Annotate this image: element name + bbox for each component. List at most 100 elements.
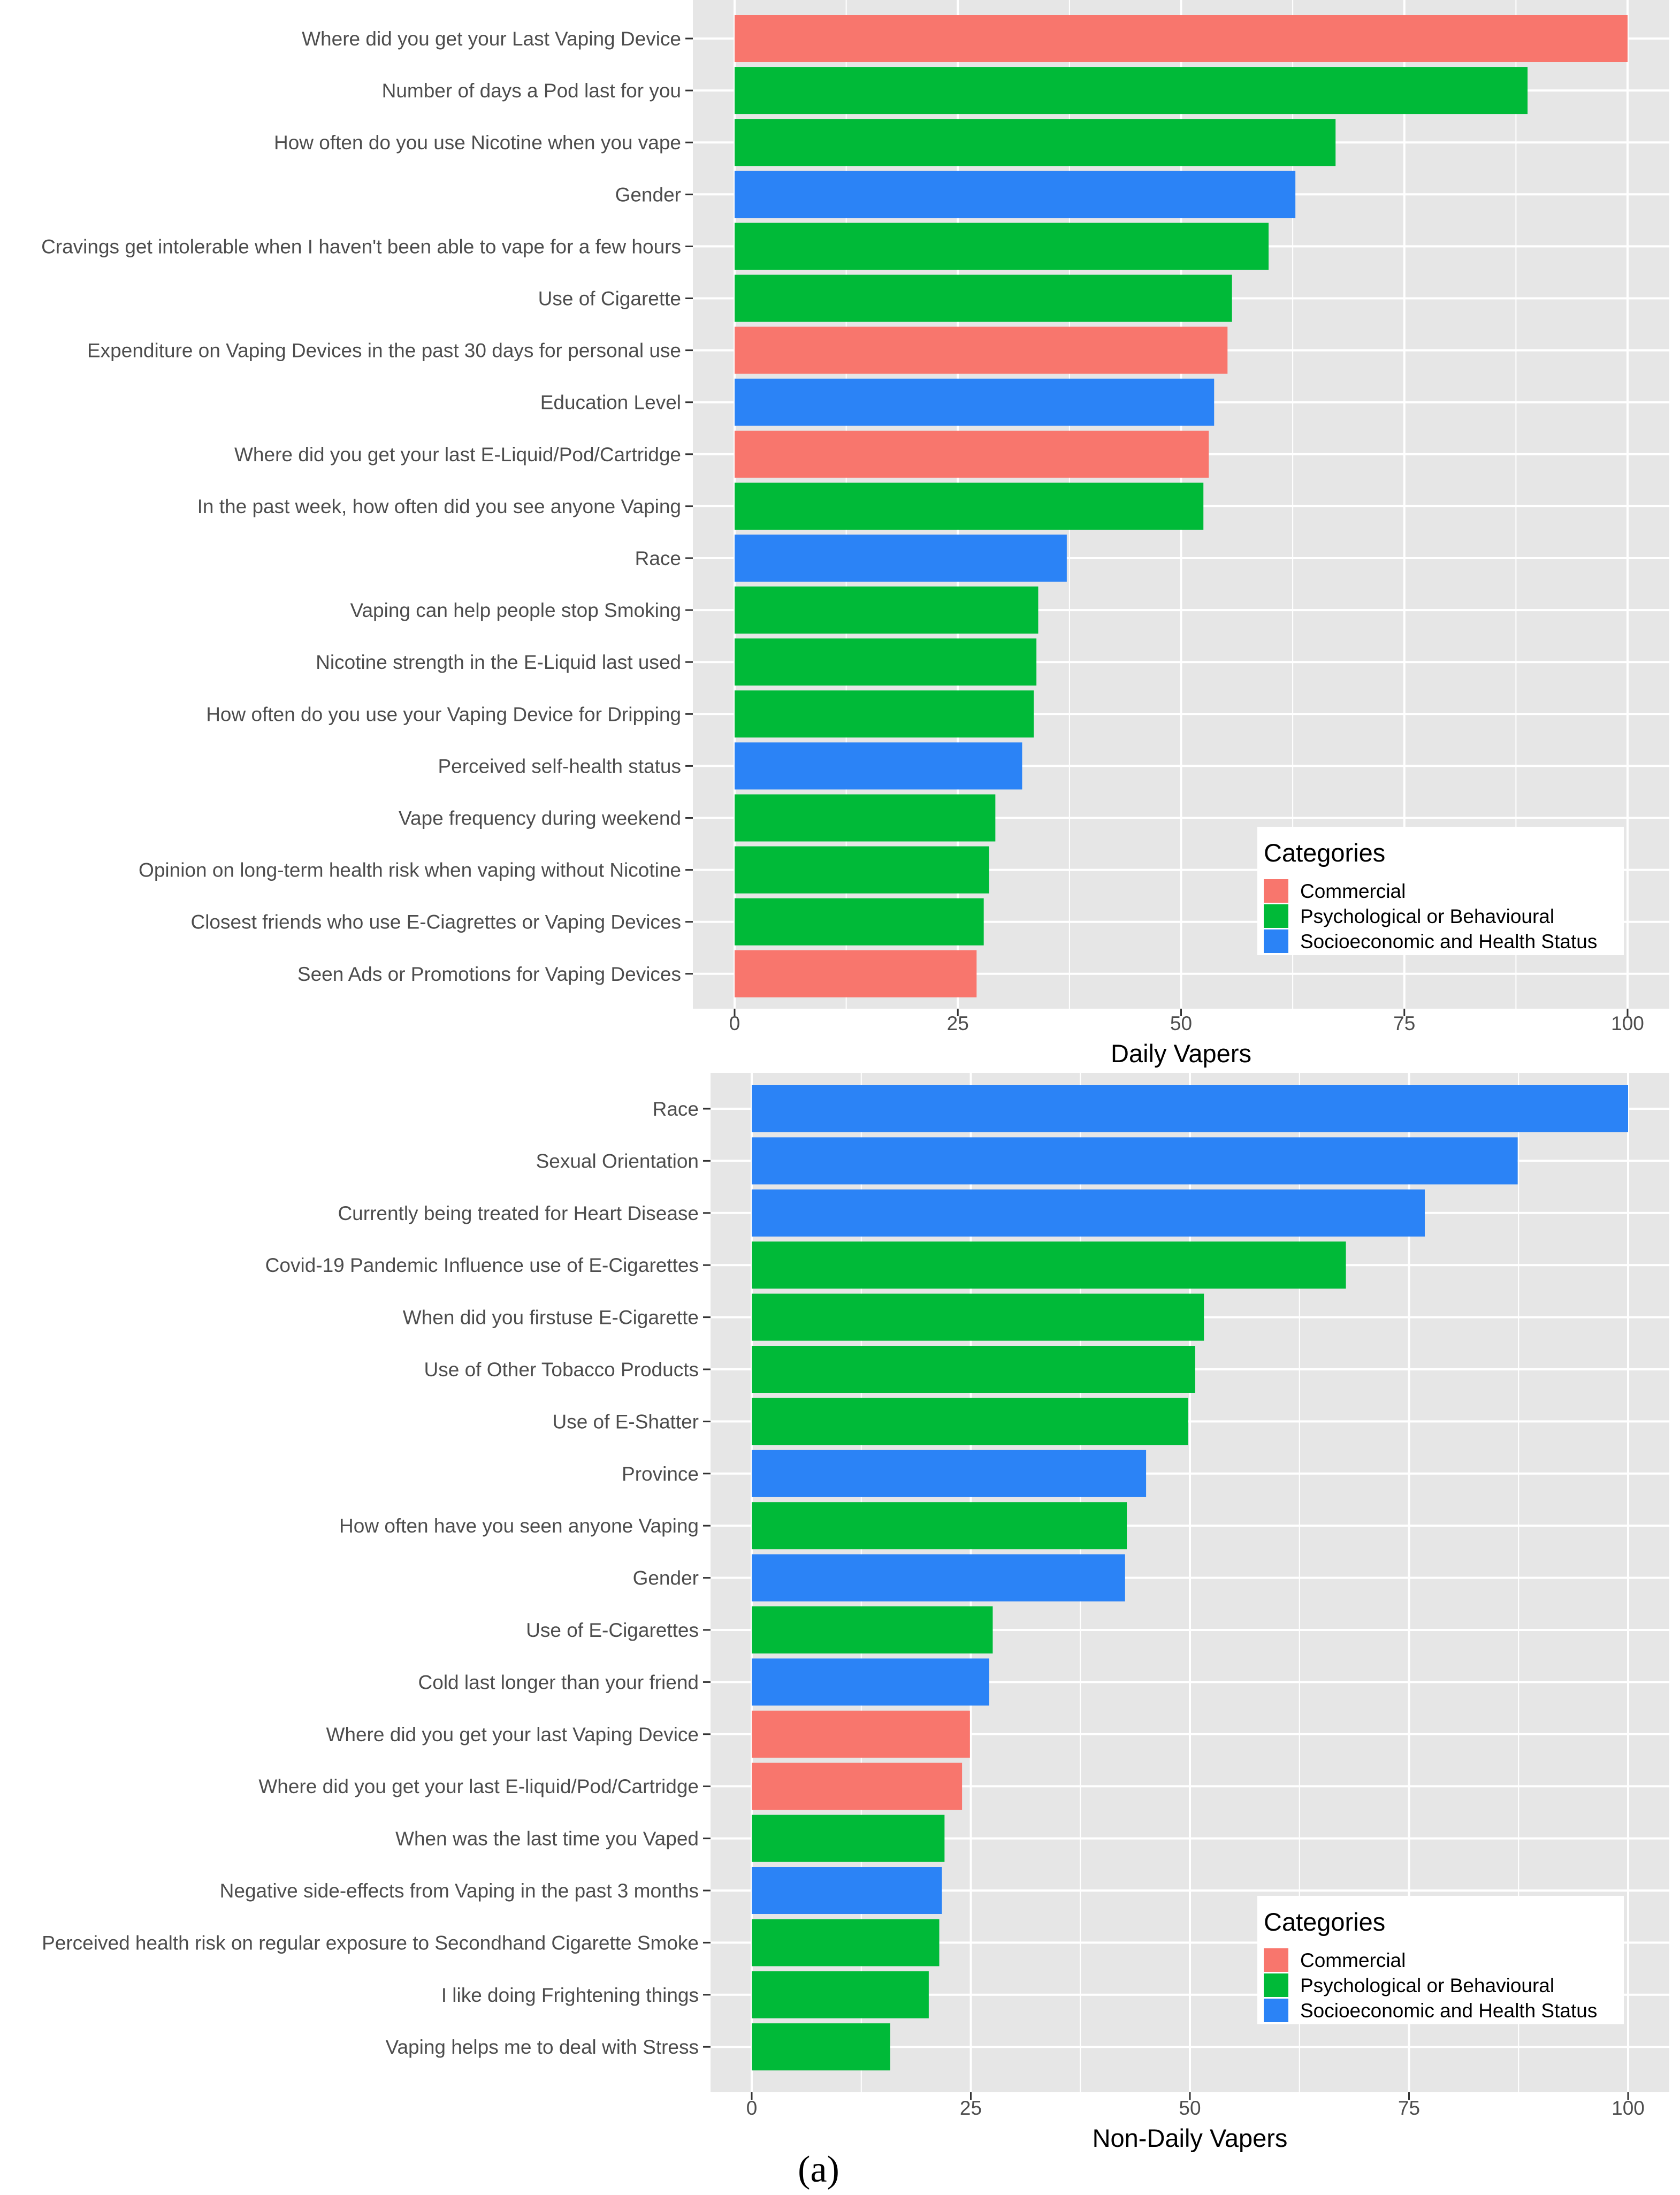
y-tick-label: Expenditure on Vaping Devices in the pas… xyxy=(87,340,681,362)
x-tick-label: 0 xyxy=(746,2097,758,2119)
y-tick-label: Where did you get your last E-Liquid/Pod… xyxy=(234,444,681,466)
y-tick-label: Gender xyxy=(615,184,681,205)
y-tick-label: Education Level xyxy=(540,392,681,414)
bar xyxy=(752,1346,1195,1393)
bar xyxy=(752,1815,945,1862)
legend-label-psych: Psychological or Behavioural xyxy=(1300,905,1554,927)
y-tick-label: Number of days a Pod last for you xyxy=(382,80,681,102)
y-tick-label: Vape frequency during weekend xyxy=(399,807,681,829)
y-tick-label: Covid-19 Pandemic Influence use of E-Cig… xyxy=(265,1254,699,1276)
legend: Categories Commercial Psychological or Beh… xyxy=(1257,827,1624,955)
legend-swatch-psych xyxy=(1264,1973,1288,1997)
y-tick-label: When was the last time you Vaped xyxy=(395,1828,699,1850)
bar xyxy=(735,15,1628,62)
legend-box xyxy=(1257,827,1624,955)
legend-box xyxy=(1257,1896,1624,2024)
y-tick-label: Seen Ads or Promotions for Vaping Device… xyxy=(297,963,681,985)
bar xyxy=(752,1137,1518,1185)
bar xyxy=(752,1502,1127,1550)
legend-label-socio: Socioeconomic and Health Status xyxy=(1300,2000,1597,2022)
bar xyxy=(735,794,996,842)
y-tick-label: When did you firstuse E-Cigarette xyxy=(403,1307,699,1329)
legend-swatch-psych xyxy=(1264,904,1288,928)
bar xyxy=(735,378,1215,426)
y-tick-label: Province xyxy=(622,1463,699,1485)
bar xyxy=(735,846,989,894)
bar xyxy=(735,535,1067,582)
x-tick-label: 100 xyxy=(1612,2097,1645,2119)
x-tick-label: 100 xyxy=(1611,1012,1644,1034)
y-tick-label: Where did you get your last Vaping Devic… xyxy=(326,1724,699,1746)
y-tick-label: How often have you seen anyone Vaping xyxy=(339,1515,699,1537)
legend-label-commercial: Commercial xyxy=(1300,880,1406,902)
y-tick-label: Use of Cigarette xyxy=(538,288,681,310)
bar xyxy=(752,1606,993,1653)
x-tick-label: 25 xyxy=(960,2097,982,2119)
bar xyxy=(735,430,1209,478)
y-tick-label: I like doing Frightening things xyxy=(441,1984,699,2006)
y-tick-label: Where did you get your Last Vaping Devic… xyxy=(302,28,681,50)
bar xyxy=(752,1085,1628,1132)
y-tick-label: Cravings get intolerable when I haven't … xyxy=(41,235,681,257)
legend-swatch-socio xyxy=(1264,929,1288,953)
x-tick-label: 75 xyxy=(1393,1012,1415,1034)
bar xyxy=(752,1554,1125,1602)
y-tick-label: How often do you use your Vaping Device … xyxy=(206,703,681,725)
y-tick-label: Race xyxy=(653,1098,699,1120)
legend-swatch-commercial xyxy=(1264,1948,1288,1972)
y-tick-label: Where did you get your last E-liquid/Pod… xyxy=(258,1775,699,1797)
y-tick-label: Vaping can help people stop Smoking xyxy=(350,599,681,621)
bar xyxy=(735,171,1296,218)
bar xyxy=(752,1450,1147,1497)
y-tick-label: Closest friends who use E-Ciagrettes or … xyxy=(190,911,681,933)
y-tick-label: Negative side-effects from Vaping in the… xyxy=(220,1880,699,1902)
bar xyxy=(752,1658,989,1706)
x-tick-label: 50 xyxy=(1179,2097,1201,2119)
y-tick-label: Gender xyxy=(633,1567,699,1589)
bar xyxy=(735,326,1228,374)
bar xyxy=(752,1241,1346,1289)
y-tick-label: How often do you use Nicotine when you v… xyxy=(274,132,681,154)
y-tick-label: Race xyxy=(635,547,681,569)
y-tick-label: Sexual Orientation xyxy=(536,1150,699,1172)
y-tick-label: Perceived self-health status xyxy=(438,755,681,777)
daily-vapers-chart: Where did you get your Last Vaping Devic… xyxy=(41,0,1669,1068)
x-tick-label: 75 xyxy=(1398,2097,1420,2119)
y-tick-label: Opinion on long-term health risk when va… xyxy=(139,859,681,881)
y-tick-label: Vaping helps me to deal with Stress xyxy=(386,2036,699,2058)
bar xyxy=(752,1919,940,1967)
y-tick-label: Nicotine strength in the E-Liquid last u… xyxy=(316,651,681,673)
bar xyxy=(735,586,1038,634)
bar xyxy=(752,1710,970,1758)
y-tick-label: Currently being treated for Heart Diseas… xyxy=(338,1202,699,1224)
bar xyxy=(752,1971,929,2018)
bar xyxy=(752,1293,1204,1341)
legend-label-psych: Psychological or Behavioural xyxy=(1300,1975,1554,1996)
legend-label-socio: Socioeconomic and Health Status xyxy=(1300,931,1597,952)
bar xyxy=(735,67,1528,115)
bar xyxy=(735,223,1269,270)
legend-title: Categories xyxy=(1264,1908,1385,1936)
y-tick-label: Perceived health risk on regular exposur… xyxy=(42,1932,699,1954)
y-tick-label: Use of E-Shatter xyxy=(552,1411,699,1432)
bar xyxy=(752,1763,963,1810)
legend-label-commercial: Commercial xyxy=(1300,1949,1406,1971)
x-axis-title: Daily Vapers xyxy=(1111,1039,1251,1068)
x-tick-label: 50 xyxy=(1170,1012,1192,1034)
legend-swatch-socio xyxy=(1264,1999,1288,2022)
bar xyxy=(752,1398,1188,1445)
x-axis-title: Non-Daily Vapers xyxy=(1093,2124,1288,2152)
bar xyxy=(735,638,1037,686)
bar xyxy=(735,482,1204,530)
bar xyxy=(735,742,1022,790)
legend: Categories Commercial Psychological or Beh… xyxy=(1257,1896,1624,2024)
legend-title: Categories xyxy=(1264,839,1385,867)
bar xyxy=(735,950,977,997)
y-tick-label: Use of Other Tobacco Products xyxy=(424,1359,699,1381)
bar xyxy=(735,119,1336,166)
bar xyxy=(752,1189,1425,1237)
y-tick-label: Cold last longer than your friend xyxy=(418,1671,699,1693)
legend-swatch-commercial xyxy=(1264,879,1288,903)
bar xyxy=(735,898,984,946)
